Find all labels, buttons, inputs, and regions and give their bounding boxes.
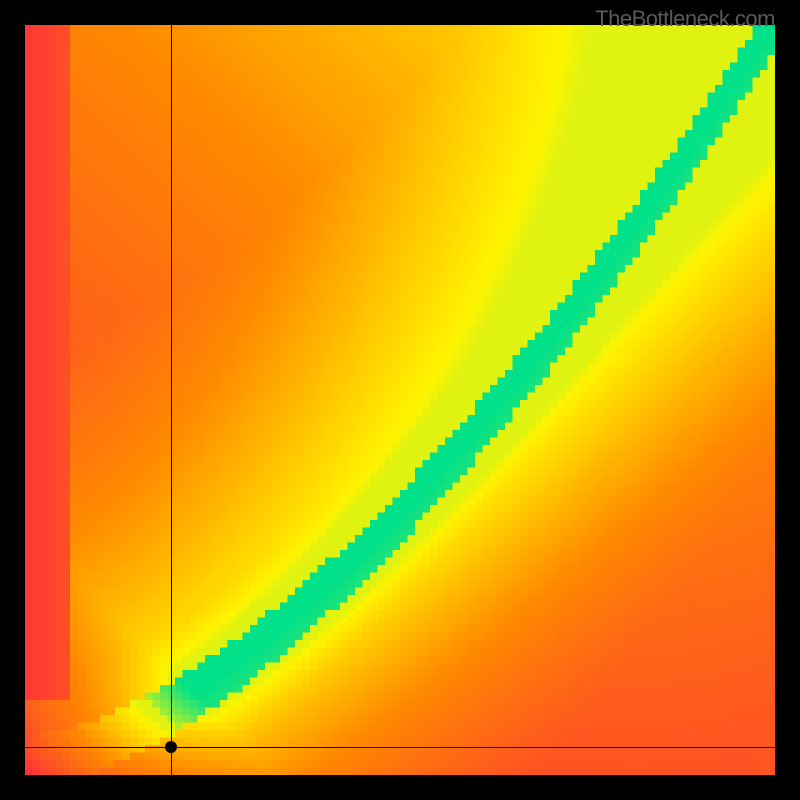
crosshair-vertical [171,25,172,775]
crosshair-marker-dot [165,741,177,753]
heatmap-plot [25,25,775,775]
heatmap-canvas [25,25,775,775]
watermark-text: TheBottleneck.com [595,6,775,32]
crosshair-horizontal [25,747,775,748]
